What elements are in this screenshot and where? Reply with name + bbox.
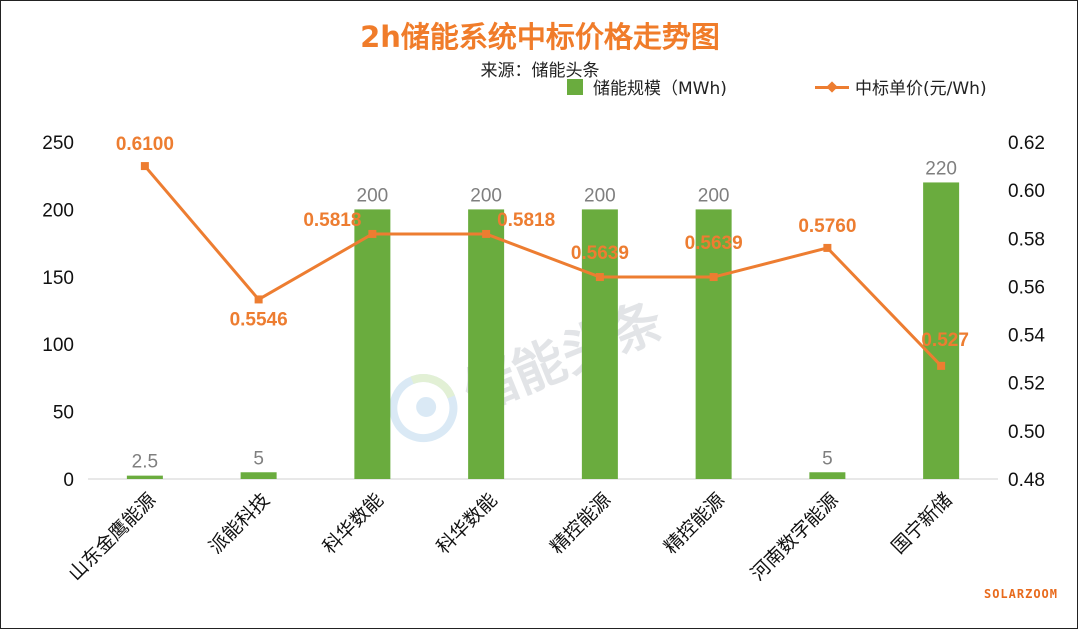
bar-value-label: 200 xyxy=(584,185,616,206)
price-value-label: 0.5546 xyxy=(230,309,288,330)
bar-value-label: 200 xyxy=(357,185,389,206)
y-left-tick-label: 200 xyxy=(42,200,74,221)
price-point xyxy=(482,229,491,238)
legend-bar-label: 储能规模（MWh) xyxy=(593,79,727,99)
y-right-tick-label: 0.50 xyxy=(1008,422,1045,443)
x-category-label: 精控能源 xyxy=(660,489,729,558)
price-point xyxy=(254,295,263,304)
legend-line-swatch xyxy=(815,79,849,95)
price-point xyxy=(937,361,946,370)
brand-logo: SOLARZOOM xyxy=(983,587,1058,601)
price-value-label: 0.5818 xyxy=(497,210,555,231)
price-value-label: 0.5639 xyxy=(685,233,743,254)
y-left-tick-label: 100 xyxy=(42,335,74,356)
bar-value-label: 200 xyxy=(470,185,502,206)
chart-title: 2h储能系统中标价格走势图 xyxy=(360,20,720,54)
x-category-label: 派能科技 xyxy=(205,489,274,558)
price-point xyxy=(823,243,832,252)
legend-line-series: 中标单价(元/Wh) xyxy=(815,74,987,99)
watermark: 储能头条 xyxy=(367,249,694,482)
bar-value-label: 5 xyxy=(253,448,264,469)
legend-bar-swatch xyxy=(567,78,583,95)
price-value-label: 0.6100 xyxy=(116,134,174,155)
y-right-tick-label: 0.54 xyxy=(1008,326,1045,347)
price-point xyxy=(595,273,604,282)
bar xyxy=(581,209,618,479)
x-category-label: 山东金鹰能源 xyxy=(64,489,160,585)
y-left-tick-label: 250 xyxy=(42,133,74,154)
price-line xyxy=(143,165,943,367)
bar-value-label: 5 xyxy=(822,448,833,469)
y-right-tick-label: 0.56 xyxy=(1008,277,1045,298)
legend-line-label: 中标单价(元/Wh) xyxy=(855,79,987,99)
price-point xyxy=(709,273,718,282)
price-point xyxy=(140,162,149,171)
y-right-tick-label: 0.48 xyxy=(1008,470,1045,491)
watermark-logo-icon xyxy=(389,374,458,443)
price-point xyxy=(368,229,377,238)
price-value-label: 0.5760 xyxy=(798,216,856,237)
bar xyxy=(468,209,505,479)
x-category-label: 科华数能 xyxy=(432,489,501,558)
bar xyxy=(126,475,163,479)
bar xyxy=(354,209,391,479)
y-right-tick-label: 0.60 xyxy=(1008,181,1045,202)
x-category-label: 科华数能 xyxy=(319,489,388,558)
x-category-label: 精控能源 xyxy=(546,489,615,558)
bar xyxy=(240,472,277,479)
bar xyxy=(923,182,960,479)
y-left-tick-label: 150 xyxy=(42,268,74,289)
y-left-tick-label: 50 xyxy=(53,403,74,424)
y-right-tick-label: 0.52 xyxy=(1008,374,1045,395)
bar-value-label: 200 xyxy=(698,185,730,206)
price-value-label: 0.5639 xyxy=(571,243,629,264)
y-right-tick-label: 0.62 xyxy=(1008,133,1045,154)
bar-value-label: 2.5 xyxy=(132,452,158,473)
legend-bar-series: 储能规模（MWh) xyxy=(567,74,727,99)
y-left-tick-label: 0 xyxy=(63,470,74,491)
x-category-label: 国宁新储 xyxy=(887,489,956,558)
x-category-label: 河南数字能源 xyxy=(747,489,843,585)
bar xyxy=(809,472,846,479)
bar xyxy=(695,209,732,479)
chart-subtitle: 来源：储能头条 xyxy=(480,61,600,81)
price-value-label: 0.5818 xyxy=(303,210,361,231)
price-value-label: 0.527 xyxy=(921,330,969,351)
bar-value-label: 220 xyxy=(925,158,957,179)
y-right-tick-label: 0.58 xyxy=(1008,229,1045,250)
